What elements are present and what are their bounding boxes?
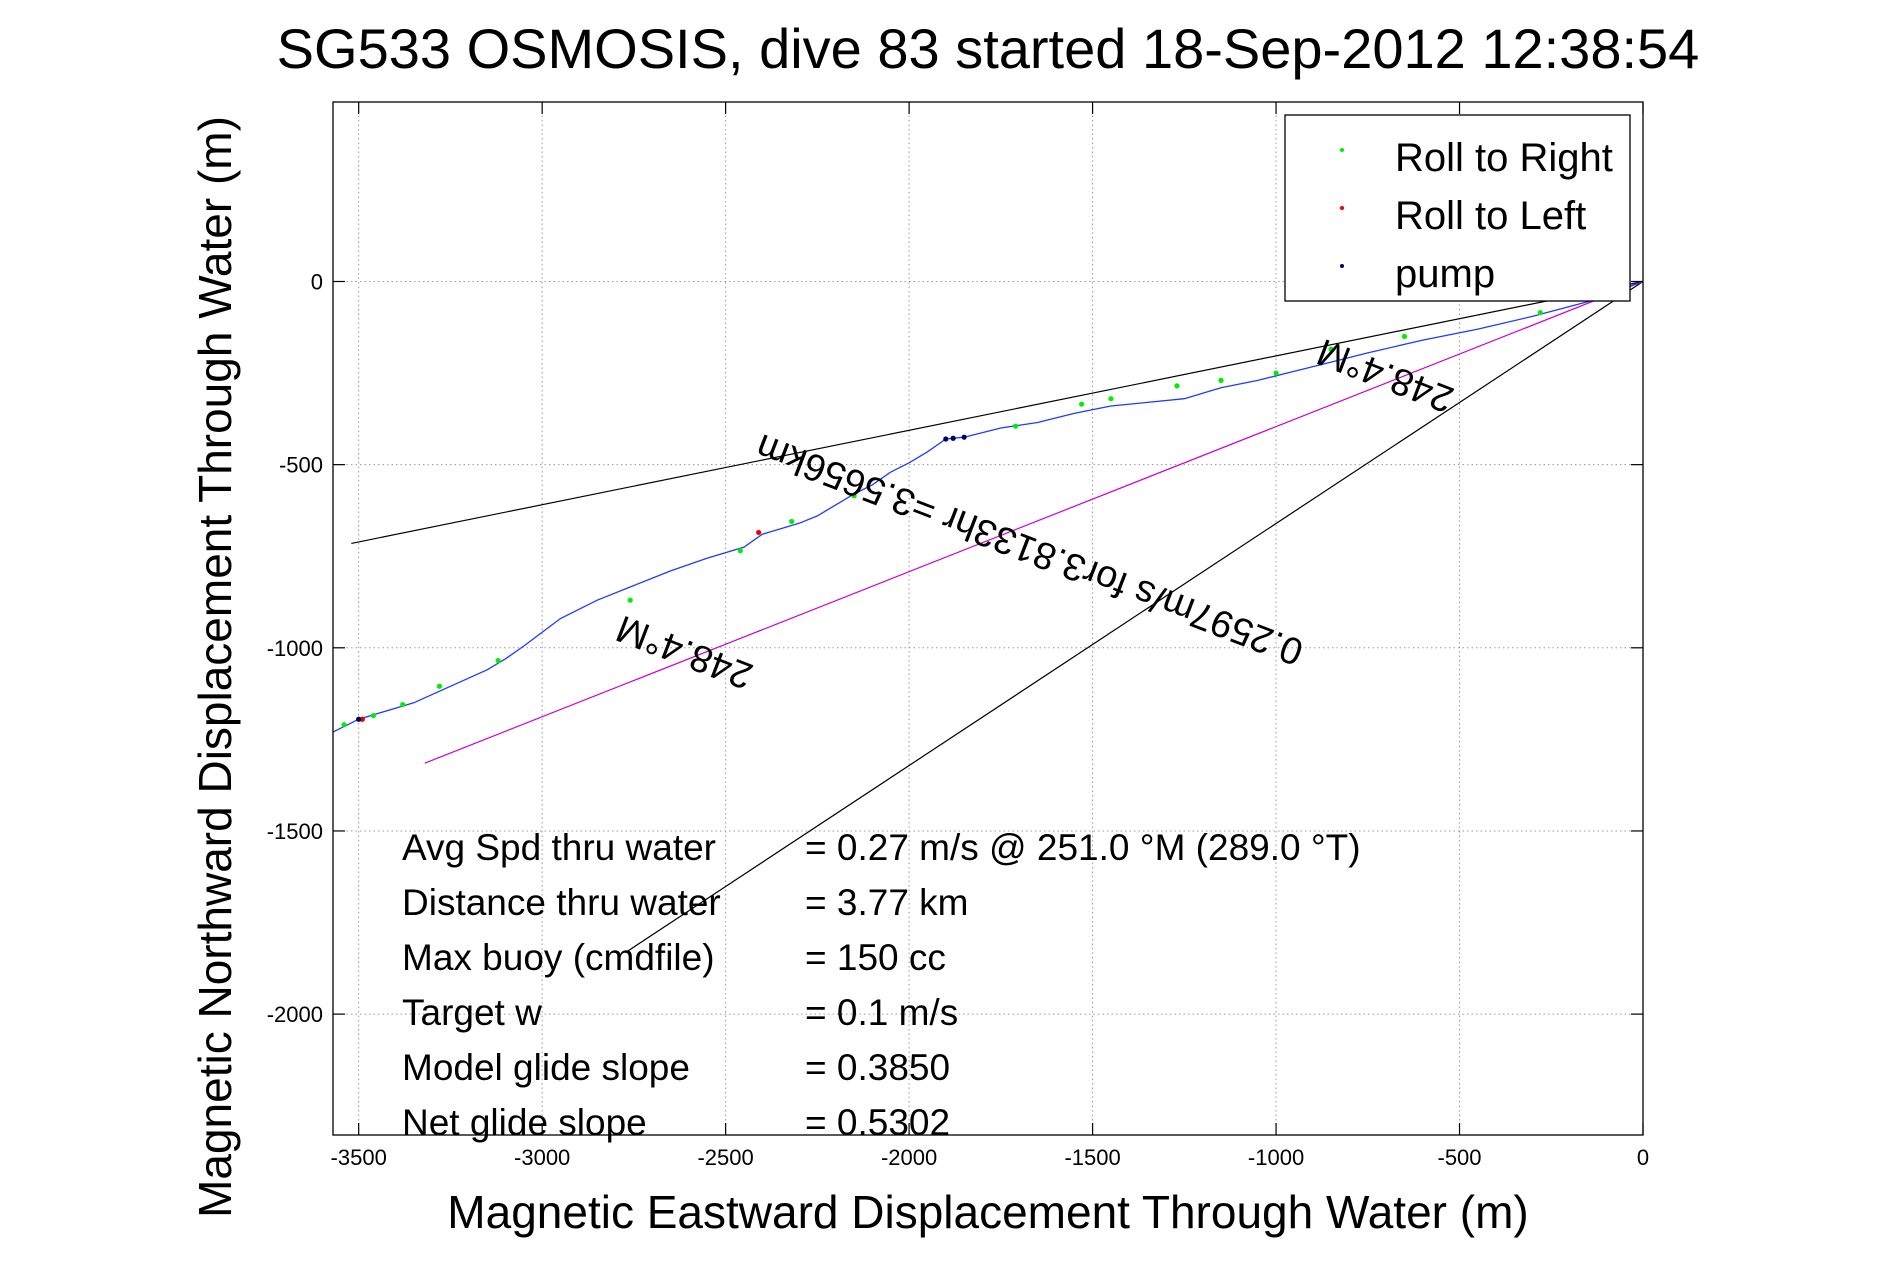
heading-line: [351, 280, 1644, 544]
stat-value: = 0.5302: [805, 1102, 950, 1143]
stat-value: = 3.77 km: [805, 882, 969, 923]
roll-right-point: [495, 658, 501, 664]
chart-title: SG533 OSMOSIS, dive 83 started 18-Sep-20…: [277, 17, 1700, 80]
legend-marker-roll-left: [1340, 206, 1344, 210]
legend-marker-roll-right: [1340, 148, 1344, 152]
stat-label: Distance thru water: [402, 882, 721, 923]
roll-left-point: [359, 716, 365, 722]
stat-value: = 0.3850: [805, 1047, 950, 1088]
pump-markers: [356, 434, 967, 722]
roll-right-point: [1012, 423, 1019, 429]
y-axis-label: Magnetic Northward Displacement Through …: [189, 116, 241, 1218]
y-tick-label: -1500: [267, 819, 323, 844]
roll-right-point: [1218, 377, 1224, 383]
x-tick-label: -500: [1438, 1145, 1482, 1170]
stat-label: Model glide slope: [402, 1047, 690, 1088]
x-tick-label: -2500: [697, 1145, 753, 1170]
legend-label-pump: pump: [1395, 252, 1495, 296]
axes-box: [332, 101, 1644, 1136]
track-line: [332, 280, 1644, 733]
roll-right-point: [370, 712, 376, 719]
roll-right-point: [1328, 346, 1334, 352]
x-tick-label: -2000: [881, 1145, 937, 1170]
roll-right-point: [851, 493, 857, 499]
roll-right-point: [737, 548, 743, 554]
x-axis-label: Magnetic Eastward Displacement Through W…: [447, 1186, 1528, 1238]
legend: Roll to Right Roll to Left pump: [1284, 114, 1631, 302]
stat-value: = 150 cc: [805, 937, 946, 978]
y-tick-label: 0: [311, 269, 323, 294]
x-tick-label: -3500: [331, 1145, 387, 1170]
roll-right-point: [1273, 370, 1279, 376]
pump-point: [961, 434, 967, 440]
roll-right-markers: [341, 293, 1609, 728]
stat-label: Net glide slope: [402, 1102, 647, 1143]
stat-label: Target w: [402, 992, 542, 1033]
pump-point: [950, 435, 956, 441]
roll-right-point: [789, 518, 795, 525]
roll-right-point: [1537, 310, 1543, 316]
roll-right-point: [1401, 333, 1408, 340]
pump-point: [943, 436, 949, 442]
x-tick-label: -1000: [1248, 1145, 1304, 1170]
stat-label: Max buoy (cmdfile): [402, 937, 715, 978]
roll-left-markers: [359, 529, 762, 722]
x-axis-ticks: -3500 -3000 -2500 -2000 -1500 -1000 -500 0: [331, 102, 1649, 1170]
roll-right-point: [1078, 401, 1085, 407]
x-tick-label: 0: [1637, 1145, 1649, 1170]
roll-right-point: [341, 722, 347, 728]
stat-value: = 0.1 m/s: [805, 992, 958, 1033]
roll-right-point: [400, 701, 406, 708]
legend-label-roll-right: Roll to Right: [1395, 136, 1613, 180]
roll-right-point: [436, 683, 443, 689]
dive-stats: Avg Spd thru water = 0.27 m/s @ 251.0 °M …: [402, 827, 1361, 1143]
x-tick-label: -1500: [1064, 1145, 1120, 1170]
heading-lines: [351, 280, 1644, 953]
roll-right-point: [1108, 396, 1114, 402]
y-tick-label: -1000: [267, 636, 323, 661]
legend-marker-pump: [1340, 264, 1344, 268]
legend-label-roll-left: Roll to Left: [1395, 194, 1586, 238]
y-tick-label: -500: [279, 453, 323, 478]
y-axis-ticks: -2000 -1500 -1000 -500 0: [267, 269, 1643, 1027]
stat-label: Avg Spd thru water: [402, 827, 716, 868]
heading-line: [626, 280, 1644, 953]
x-tick-label: -3000: [514, 1145, 570, 1170]
roll-right-point: [627, 597, 633, 603]
y-tick-label: -2000: [267, 1002, 323, 1027]
heading-line: [424, 280, 1644, 764]
stat-value: = 0.27 m/s @ 251.0 °M (289.0 °T): [805, 827, 1361, 868]
pump-point: [356, 716, 362, 722]
roll-right-point: [1174, 383, 1180, 389]
legend-box: [1284, 114, 1631, 302]
roll-left-point: [756, 529, 762, 536]
